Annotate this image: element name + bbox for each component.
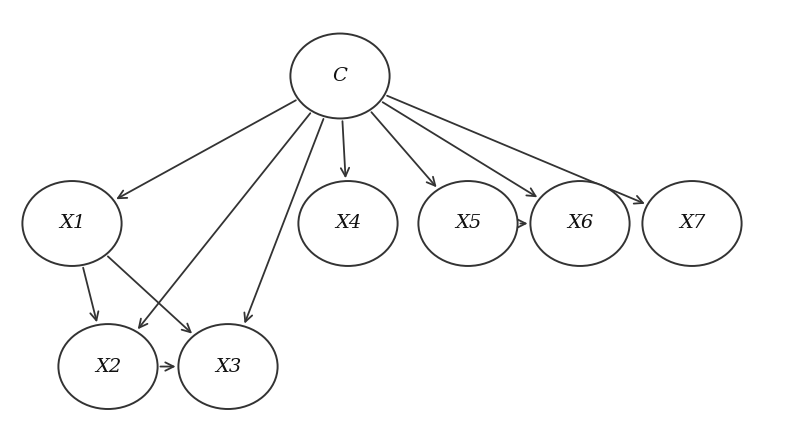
Text: C: C — [333, 67, 347, 85]
Text: X3: X3 — [215, 358, 241, 375]
Text: X2: X2 — [95, 358, 121, 375]
Text: X1: X1 — [59, 215, 85, 232]
Text: X6: X6 — [567, 215, 593, 232]
Ellipse shape — [22, 181, 122, 266]
Text: X5: X5 — [455, 215, 481, 232]
Ellipse shape — [290, 34, 390, 118]
Text: X4: X4 — [335, 215, 361, 232]
Ellipse shape — [530, 181, 630, 266]
Ellipse shape — [298, 181, 398, 266]
Ellipse shape — [642, 181, 742, 266]
Ellipse shape — [178, 324, 278, 409]
Ellipse shape — [418, 181, 518, 266]
Text: X7: X7 — [679, 215, 705, 232]
Ellipse shape — [58, 324, 158, 409]
